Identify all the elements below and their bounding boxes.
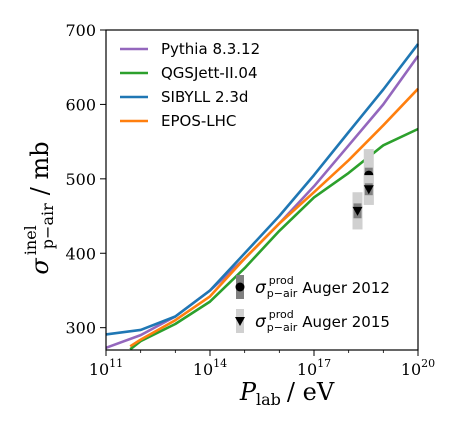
legend-label-1: QGSJett-II.04 xyxy=(161,64,257,82)
x-tick-label-0: 1011 xyxy=(89,357,123,379)
legend-measure-marker-1 xyxy=(235,317,245,326)
y-tick-label-3: 600 xyxy=(65,95,96,114)
legend-label-0: Pythia 8.3.12 xyxy=(161,40,260,58)
y-axis-title: σ inelp−air / mb xyxy=(21,141,57,274)
x-axis-unit: / eV xyxy=(287,378,335,406)
y-axis-var: σ xyxy=(26,258,54,275)
y-tick-label-1: 400 xyxy=(65,244,96,263)
legend-measure-marker-0 xyxy=(235,282,245,292)
measurements-layer xyxy=(352,149,374,230)
y-tick-label-4: 700 xyxy=(65,21,96,40)
y-tick-label-0: 300 xyxy=(65,319,96,338)
svg-text:σinelp−air/ mb: σ inelp−air / mb xyxy=(21,141,57,274)
x-tick-label-2: 1017 xyxy=(297,357,331,379)
measurement-marker-2 xyxy=(352,206,363,216)
y-axis-sub: p−air xyxy=(38,203,57,249)
legend-measure-label-1: σ prod p−air Auger 2015 xyxy=(255,308,390,334)
y-axis-sup: inel xyxy=(21,225,40,255)
legend-models: Pythia 8.3.12 QGSJett-II.04 SIBYLL 2.3d EPO… xyxy=(120,40,260,130)
legend-label-2: SIBYLL 2.3d xyxy=(161,88,248,106)
y-axis-ticks: 300 400 500 600 700 xyxy=(65,21,106,338)
legend-measurements: σ prod p−air Auger 2012 σ prod p−air Auger 2015 xyxy=(235,274,390,334)
x-tick-label-3: 1020 xyxy=(401,357,435,379)
x-axis-ticks: 1011 1014 1017 1020 xyxy=(89,350,435,379)
x-axis-sub: lab xyxy=(256,390,281,409)
y-axis-unit: / mb xyxy=(26,141,54,195)
legend-label-3: EPOS-LHC xyxy=(161,112,236,130)
y-tick-label-2: 500 xyxy=(65,170,96,189)
x-axis-var: P xyxy=(239,378,257,406)
series-line-2 xyxy=(105,43,420,336)
x-tick-label-1: 1014 xyxy=(193,357,227,379)
x-axis-title: Plab / eV xyxy=(239,378,335,409)
measurement-marker-1 xyxy=(363,185,374,195)
plot-frame xyxy=(105,29,419,351)
legend-measure-label-0: σ prod p−air Auger 2012 xyxy=(255,274,390,300)
series-line-3 xyxy=(129,87,419,348)
